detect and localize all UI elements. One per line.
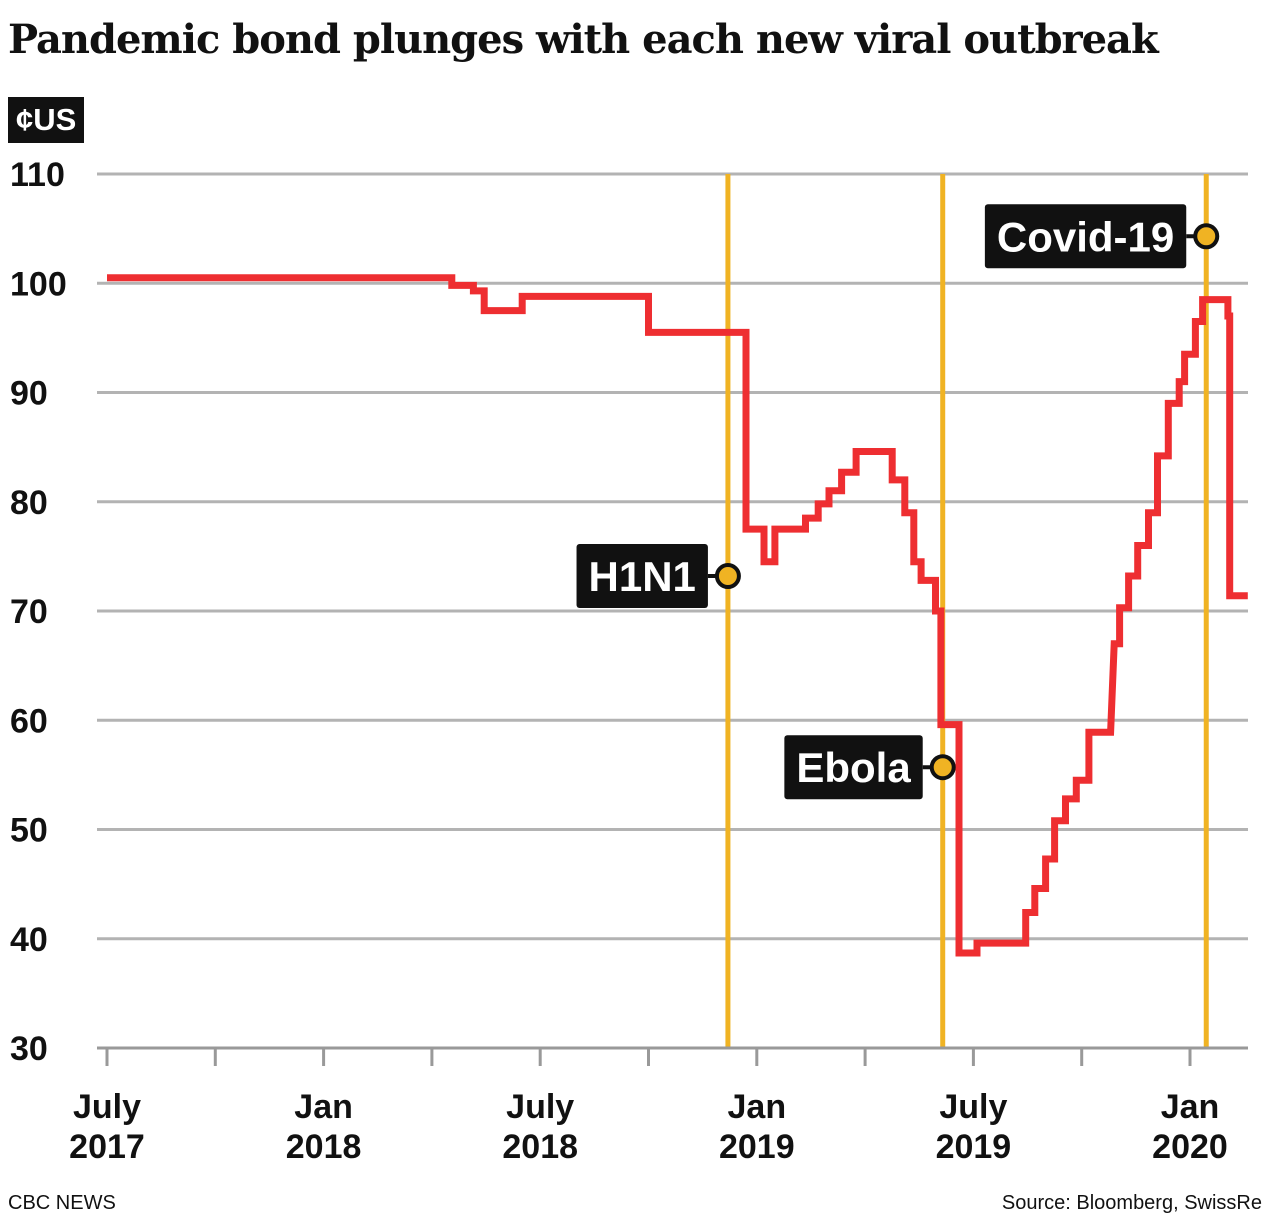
event-marker-dot [714, 563, 741, 590]
event-label: H1N1 [589, 553, 696, 600]
y-tick-label-100: 100 [10, 265, 67, 303]
gridlines [97, 172, 1248, 941]
event-annotation-ebola: Ebola [784, 735, 956, 800]
y-axis-unit-badge: ¢US [8, 97, 85, 143]
event-label: Covid-19 [997, 213, 1174, 260]
source-text: Source: Bloomberg, SwissRe [1001, 1192, 1262, 1214]
credit-text: CBC NEWS [8, 1192, 116, 1214]
series-layer [107, 274, 1248, 957]
x-tick-label-line1: July [73, 1088, 141, 1126]
event-annotation-covid-19: Covid-19 [984, 204, 1220, 269]
x-tick-label-line2: 2019 [936, 1128, 1012, 1166]
x-tick-label-line2: 2018 [502, 1128, 578, 1166]
x-tick-label-line2: 2019 [719, 1128, 795, 1166]
y-tick-label-110: 110 [10, 156, 65, 194]
y-tick-label-30: 30 [10, 1030, 48, 1068]
event-label-background [984, 204, 1187, 269]
event-label-background [576, 544, 708, 609]
x-tick-label-line1: Jan [1161, 1088, 1220, 1126]
x-tick-label-line1: Jan [728, 1088, 787, 1126]
x-tick-label-line2: 2017 [69, 1128, 145, 1166]
x-tick-label-line1: July [939, 1088, 1007, 1126]
x-tick-label-line1: July [506, 1088, 574, 1126]
x-tick-label-line2: 2020 [1152, 1128, 1228, 1166]
event-marker-dot [929, 754, 956, 781]
event-annotations: H1N1 Ebola Covid-19 [576, 204, 1220, 800]
x-tick-label-line2: 2018 [286, 1128, 362, 1166]
y-tick-label-40: 40 [10, 921, 48, 959]
y-tick-label-70: 70 [10, 593, 48, 631]
y-tick-label-60: 60 [10, 702, 48, 740]
x-tick-label-line1: Jan [294, 1088, 353, 1126]
event-label-background [784, 735, 923, 800]
event-annotation-h1n1: H1N1 [576, 544, 741, 609]
y-tick-label-80: 80 [10, 484, 48, 522]
event-label: Ebola [796, 744, 911, 791]
chart-title: Pandemic bond plunges with each new vira… [8, 16, 1159, 63]
axes: 30405060708090100110July2017Jan2018July2… [10, 156, 1248, 1166]
y-tick-label-90: 90 [10, 375, 48, 413]
y-tick-label-50: 50 [10, 812, 48, 850]
series-line-bond-price [107, 274, 1248, 957]
event-marker-dot [1193, 223, 1220, 250]
